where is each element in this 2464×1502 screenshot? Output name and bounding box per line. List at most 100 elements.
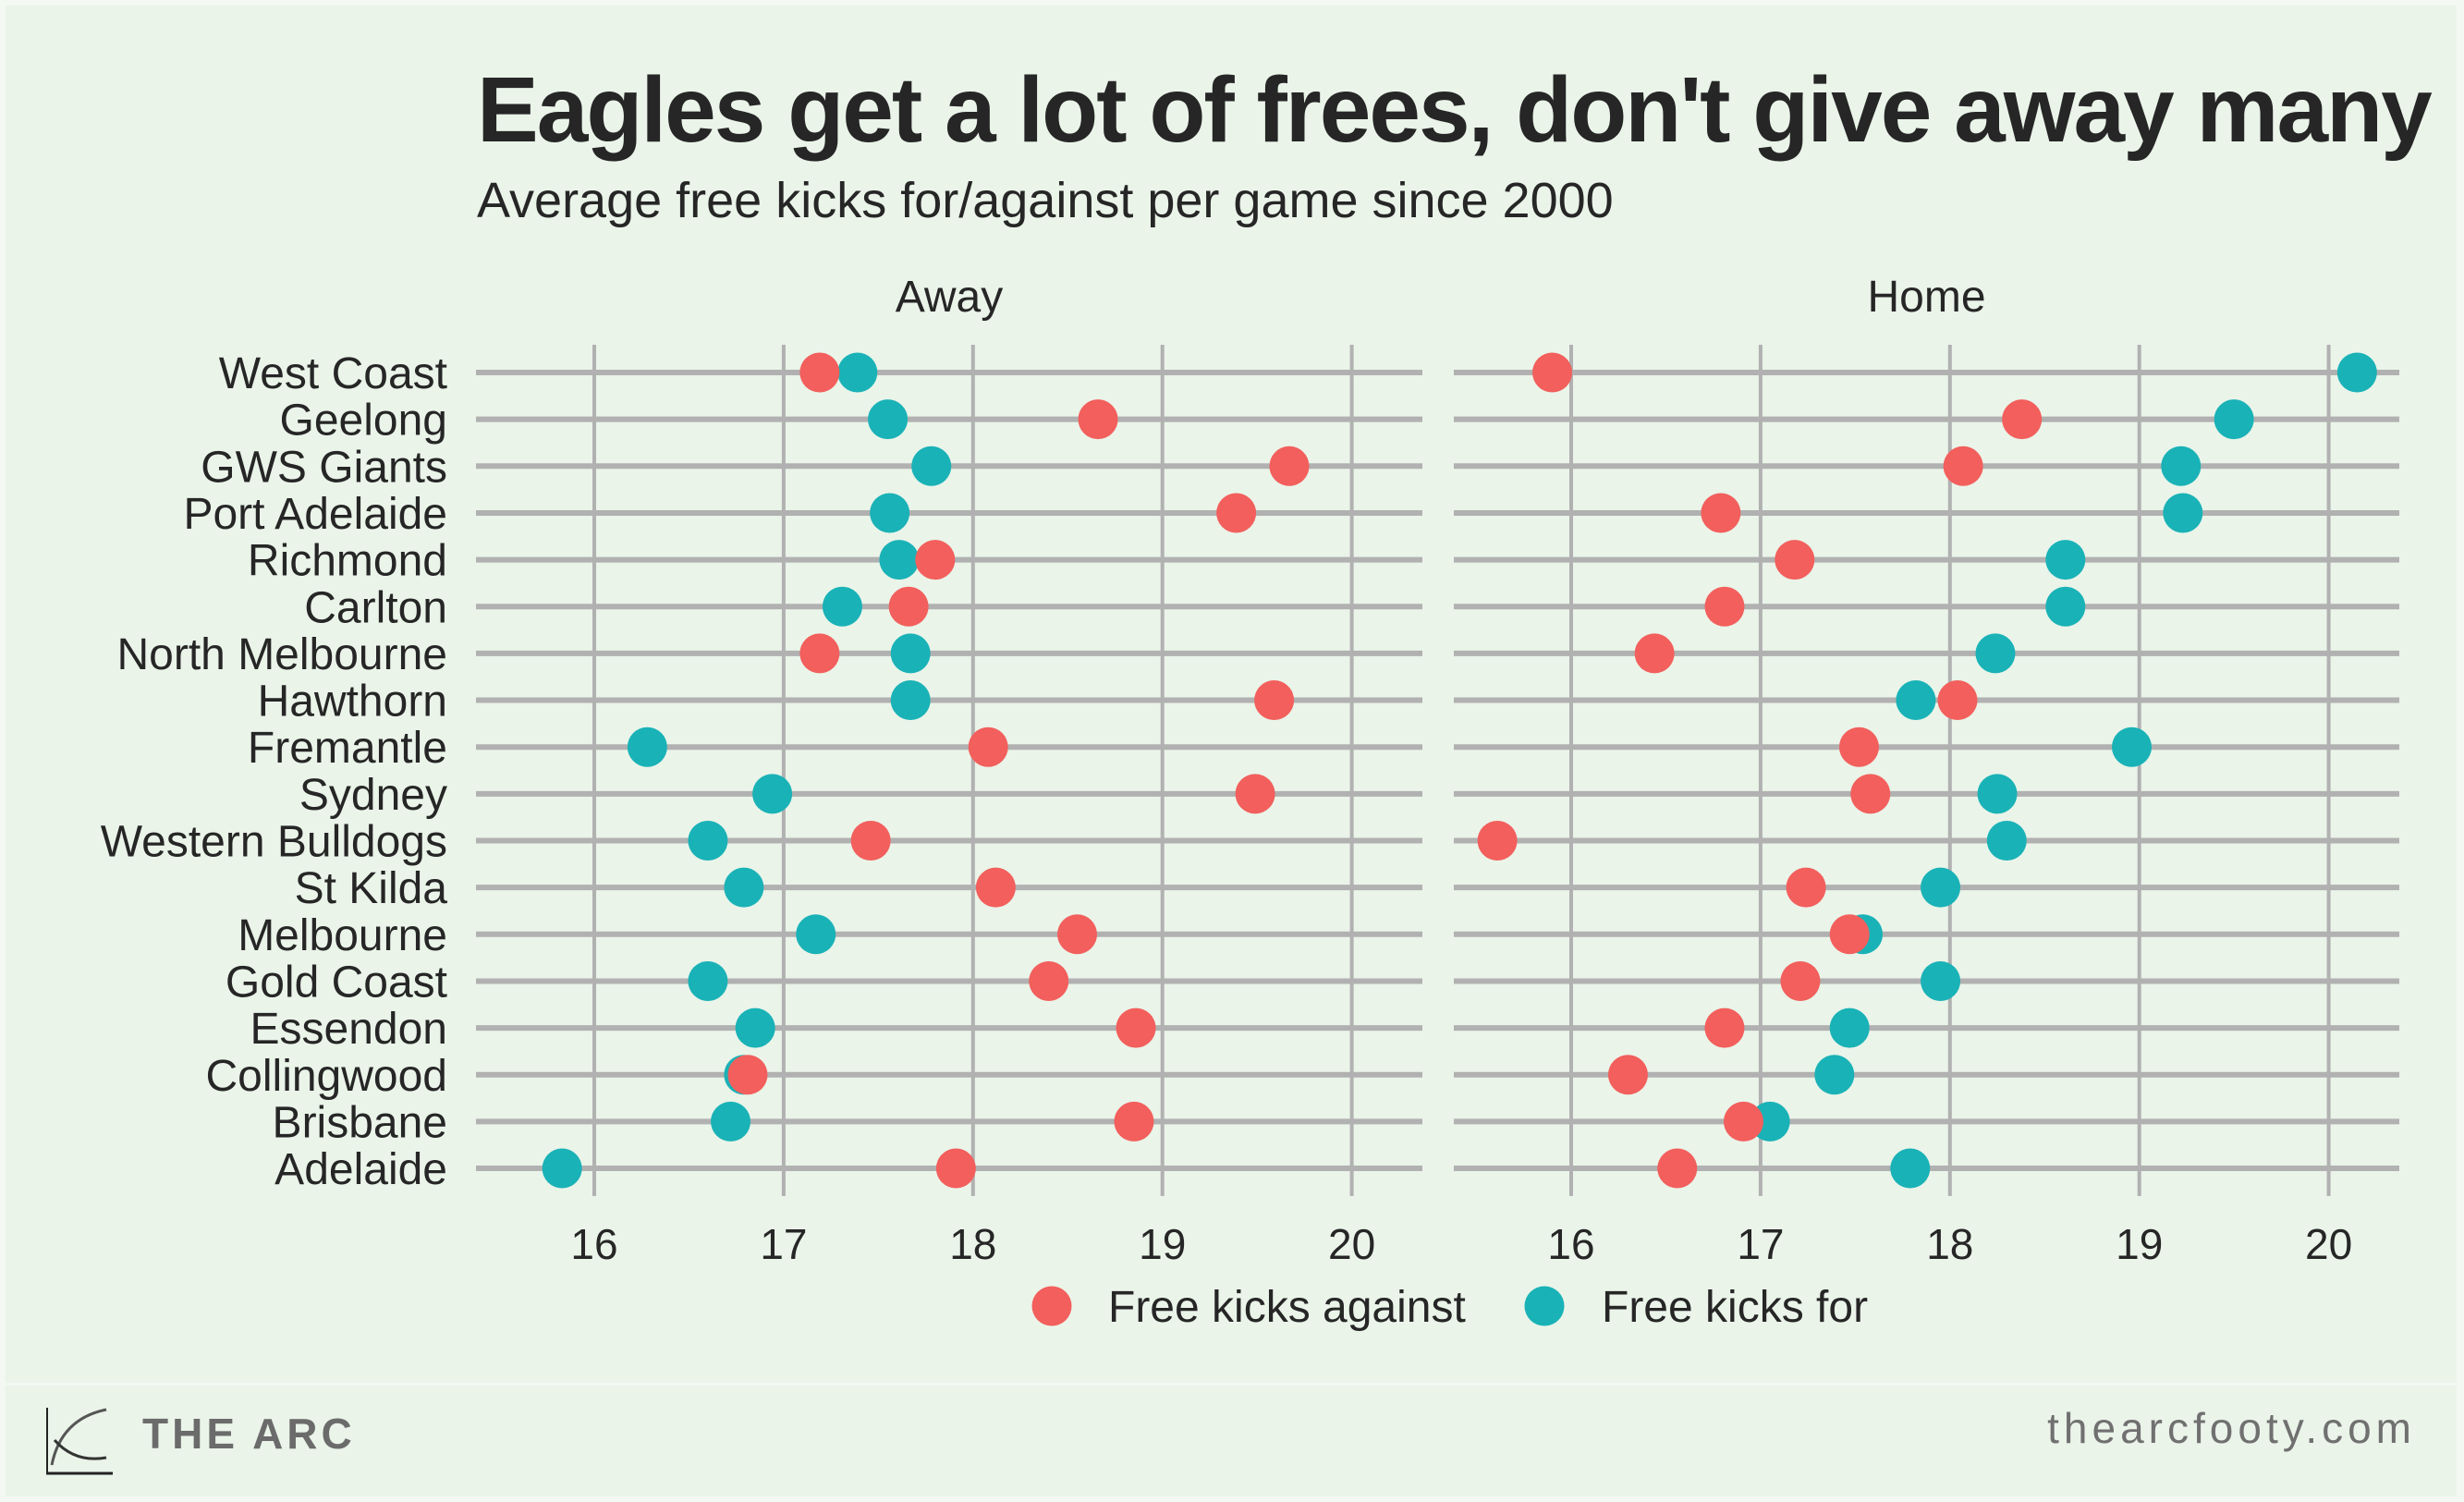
dot-against-home <box>1786 867 1826 908</box>
dot-for-home <box>1975 633 2016 674</box>
dot-against-away <box>1114 1101 1154 1142</box>
team-label: Port Adelaide <box>183 490 447 539</box>
team-label: Western Bulldogs <box>101 818 447 867</box>
x-tick-label: 16 <box>570 1220 617 1268</box>
team-label: North Melbourne <box>116 630 447 679</box>
dot-against-home <box>1838 727 1879 767</box>
brand-name: THE ARC <box>142 1410 356 1458</box>
site-url[interactable]: thearcfooty.com <box>2047 1404 2416 1452</box>
legend-label-against: Free kicks against <box>1108 1283 1466 1332</box>
dot-for-home <box>2045 540 2086 580</box>
dot-against-home <box>1704 586 1745 627</box>
footer-bar <box>6 1386 2457 1496</box>
facet-label-home: Home <box>1867 273 1985 322</box>
x-tick-label: 16 <box>1547 1220 1594 1268</box>
team-label: Fremantle <box>248 724 447 773</box>
dot-for-home <box>2161 446 2202 486</box>
dot-for-home <box>1814 1055 1855 1095</box>
team-label: Richmond <box>248 537 447 586</box>
dot-against-home <box>2002 399 2043 440</box>
dot-against-away <box>968 727 1008 767</box>
dot-against-away <box>1216 493 1257 533</box>
legend-swatch-for <box>1524 1286 1565 1326</box>
dot-for-away <box>711 1101 751 1142</box>
dot-for-away <box>627 727 667 767</box>
dot-against-away <box>1029 960 1069 1001</box>
dot-for-away <box>735 1007 775 1048</box>
dot-for-away <box>911 446 952 486</box>
dot-against-away <box>727 1055 768 1095</box>
team-label: Hawthorn <box>258 678 447 727</box>
dot-against-away <box>1116 1007 1156 1048</box>
team-label: Collingwood <box>206 1052 448 1101</box>
dot-for-home <box>2112 727 2153 767</box>
dot-against-home <box>1850 774 1891 814</box>
dot-against-home <box>1532 352 1573 393</box>
team-label: Gold Coast <box>226 958 447 1007</box>
legend: Free kicks against Free kicks for <box>1031 1283 1868 1332</box>
dot-for-home <box>1829 1007 1870 1048</box>
dot-against-away <box>915 540 956 580</box>
dot-for-home <box>2163 493 2203 533</box>
x-tick-label: 17 <box>1737 1220 1784 1268</box>
dot-against-home <box>1657 1148 1698 1189</box>
dot-against-away <box>799 633 840 674</box>
dot-against-away <box>799 352 840 393</box>
dot-for-away <box>752 774 793 814</box>
x-tick-label: 19 <box>2116 1220 2163 1268</box>
chart-subtitle: Average free kicks for/against per game … <box>477 173 1614 228</box>
dot-for-away <box>837 352 878 393</box>
dot-against-home <box>1704 1007 1745 1048</box>
team-label: Sydney <box>299 771 447 820</box>
dot-against-away <box>1269 446 1310 486</box>
dot-for-home <box>2214 399 2254 440</box>
dot-against-away <box>975 867 1016 908</box>
dot-for-away <box>879 540 920 580</box>
dot-against-home <box>1477 821 1518 861</box>
dot-for-away <box>688 821 728 861</box>
x-tick-label: 20 <box>1328 1220 1375 1268</box>
dot-for-home <box>1890 1148 1931 1189</box>
dot-against-home <box>1701 493 1741 533</box>
team-label: GWS Giants <box>201 443 447 492</box>
dot-for-home <box>1921 867 1961 908</box>
x-tick-labels: 16 17 18 19 20 16 17 18 19 20 <box>570 1220 2352 1268</box>
team-label: Carlton <box>304 583 447 632</box>
dot-for-away <box>868 399 909 440</box>
team-label: Essendon <box>250 1005 448 1054</box>
dot-for-away <box>870 493 910 533</box>
dot-for-home <box>1921 960 1961 1001</box>
dot-for-away <box>542 1148 582 1189</box>
team-label: Brisbane <box>273 1098 447 1147</box>
x-tick-label: 17 <box>760 1220 807 1268</box>
dot-against-away <box>1235 774 1275 814</box>
chart-title: Eagles get a lot of frees, don't give aw… <box>477 58 2433 162</box>
team-label: Geelong <box>280 397 447 446</box>
data-points <box>542 352 2377 1189</box>
dot-for-home <box>1977 774 2018 814</box>
legend-swatch-against <box>1031 1286 1072 1326</box>
facet-labels: Away Home <box>896 273 1986 322</box>
dot-against-home <box>1780 960 1821 1001</box>
dot-against-home <box>1943 446 1983 486</box>
team-label: Adelaide <box>274 1145 447 1194</box>
dot-against-away <box>935 1148 976 1189</box>
dot-for-away <box>688 960 728 1001</box>
legend-label-for: Free kicks for <box>1602 1283 1868 1332</box>
arc-curve-logo-icon <box>46 1408 113 1475</box>
dot-for-away <box>822 586 862 627</box>
x-tick-label: 20 <box>2305 1220 2352 1268</box>
dot-for-home <box>1896 680 1936 721</box>
dot-for-away <box>724 867 764 908</box>
dot-for-away <box>890 633 931 674</box>
dot-against-home <box>1775 540 1815 580</box>
team-label: West Coast <box>219 349 447 398</box>
gridlines <box>476 345 2399 1196</box>
dot-for-home <box>2336 352 2377 393</box>
dot-against-home <box>1723 1101 1763 1142</box>
team-label: St Kilda <box>295 864 448 913</box>
dot-against-away <box>888 586 929 627</box>
